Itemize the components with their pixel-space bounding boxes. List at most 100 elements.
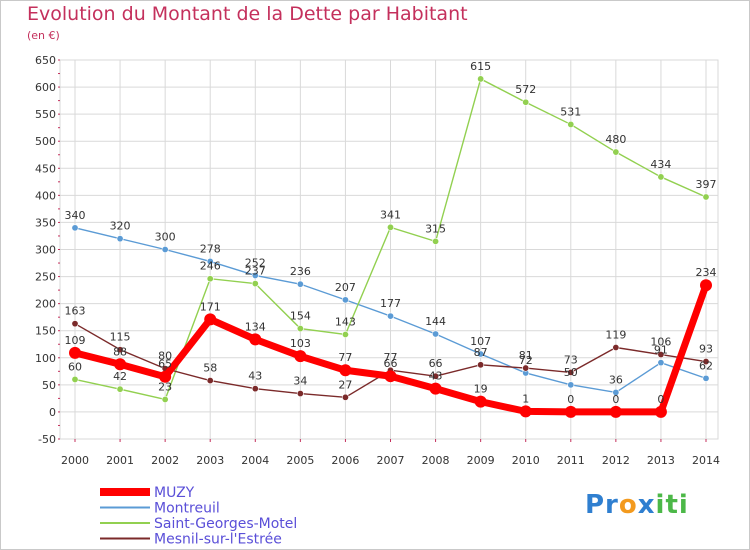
data-label: 34 [293, 375, 307, 388]
data-label: 36 [609, 373, 623, 386]
data-point [612, 343, 620, 351]
data-point [386, 223, 394, 231]
y-tick-label: 500 [35, 135, 56, 148]
data-point [206, 275, 214, 283]
y-tick-label: 550 [35, 108, 56, 121]
legend: MUZYMontreuilSaint-Georges-MotelMesnil-s… [100, 485, 297, 548]
data-label: 73 [564, 353, 578, 366]
x-tick-label: 2007 [377, 454, 405, 467]
data-point [657, 351, 665, 359]
y-tick-label: 50 [42, 379, 56, 392]
data-label: 66 [429, 357, 443, 370]
data-label: 77 [384, 351, 398, 364]
data-label: 615 [470, 60, 491, 73]
data-point [341, 331, 349, 339]
chart-title: Evolution du Montant de la Dette par Hab… [27, 3, 468, 25]
data-label: 60 [68, 360, 82, 373]
data-label: 163 [65, 305, 86, 318]
legend-label: Saint-Georges-Motel [154, 516, 297, 532]
y-tick-label: 350 [35, 216, 56, 229]
data-label: 246 [200, 260, 221, 273]
data-label: 81 [519, 349, 533, 362]
data-label: 0 [567, 393, 574, 406]
data-point [116, 235, 124, 243]
x-tick-label: 2014 [692, 454, 720, 467]
data-label: 23 [158, 380, 172, 393]
x-tick-label: 2003 [196, 454, 224, 467]
y-tick-label: 450 [35, 162, 56, 175]
x-tick-label: 2012 [602, 454, 630, 467]
data-label: 341 [380, 208, 401, 221]
data-label: 315 [425, 222, 446, 235]
data-point [429, 382, 442, 395]
data-label: 62 [699, 359, 713, 372]
data-label: 43 [248, 370, 262, 383]
data-label: 340 [65, 209, 86, 222]
legend-label: Mesnil-sur-l'Estrée [154, 532, 282, 548]
data-label: 572 [515, 83, 536, 96]
data-point [657, 173, 665, 181]
data-label: 43 [429, 370, 443, 383]
y-tick-label: 400 [35, 189, 56, 202]
data-point [519, 405, 532, 418]
data-point [432, 372, 440, 380]
x-tick-label: 2002 [151, 454, 179, 467]
data-point [384, 370, 397, 383]
legend-item: MUZY [100, 485, 195, 501]
legend-item: Montreuil [100, 501, 220, 517]
data-point [251, 385, 259, 393]
data-point [159, 370, 172, 383]
x-tick-label: 2009 [467, 454, 495, 467]
data-point [116, 346, 124, 354]
y-tick-label: 200 [35, 298, 56, 311]
data-point [161, 246, 169, 254]
data-label: 87 [474, 346, 488, 359]
data-point [477, 361, 485, 369]
data-point [702, 374, 710, 382]
data-point [339, 364, 352, 377]
legend-label: MUZY [154, 485, 195, 501]
data-label: 397 [696, 178, 717, 191]
data-point [296, 390, 304, 398]
data-label: 27 [338, 378, 352, 391]
series-1 [71, 224, 710, 396]
data-label: 19 [474, 383, 488, 396]
series-lines [69, 75, 712, 418]
data-label: 72 [519, 354, 533, 367]
data-label: 144 [425, 315, 446, 328]
data-label: 91 [654, 344, 668, 357]
data-point [71, 320, 79, 328]
y-tick-label: 0 [49, 406, 56, 419]
data-point [432, 330, 440, 338]
data-label: 320 [110, 220, 131, 233]
data-label: 0 [657, 393, 664, 406]
data-point [657, 359, 665, 367]
data-label: 50 [564, 366, 578, 379]
data-label: 207 [335, 281, 356, 294]
data-label: 278 [200, 242, 221, 255]
legend-item: Saint-Georges-Motel [100, 516, 297, 532]
data-point [654, 405, 667, 418]
y-tick-label: 150 [35, 325, 56, 338]
data-point [204, 313, 217, 326]
data-label: 109 [65, 334, 86, 347]
data-point [206, 377, 214, 385]
y-tick-label: 300 [35, 244, 56, 257]
data-label: 88 [113, 345, 127, 358]
x-tick-label: 2010 [512, 454, 540, 467]
y-tick-label: 250 [35, 271, 56, 284]
data-label: 80 [158, 350, 172, 363]
data-label: 234 [696, 266, 717, 279]
data-point [432, 237, 440, 245]
legend-item: Mesnil-sur-l'Estrée [100, 532, 282, 548]
data-label: 103 [290, 337, 311, 350]
x-tick-label: 2000 [61, 454, 89, 467]
x-tick-label: 2011 [557, 454, 585, 467]
data-label: 65 [158, 358, 172, 371]
y-tick-label: 600 [35, 81, 56, 94]
data-label: 154 [290, 310, 311, 323]
data-label: 480 [605, 133, 626, 146]
data-point [702, 193, 710, 201]
chart-subtitle: (en €) [27, 29, 60, 42]
x-tick-label: 2006 [331, 454, 359, 467]
